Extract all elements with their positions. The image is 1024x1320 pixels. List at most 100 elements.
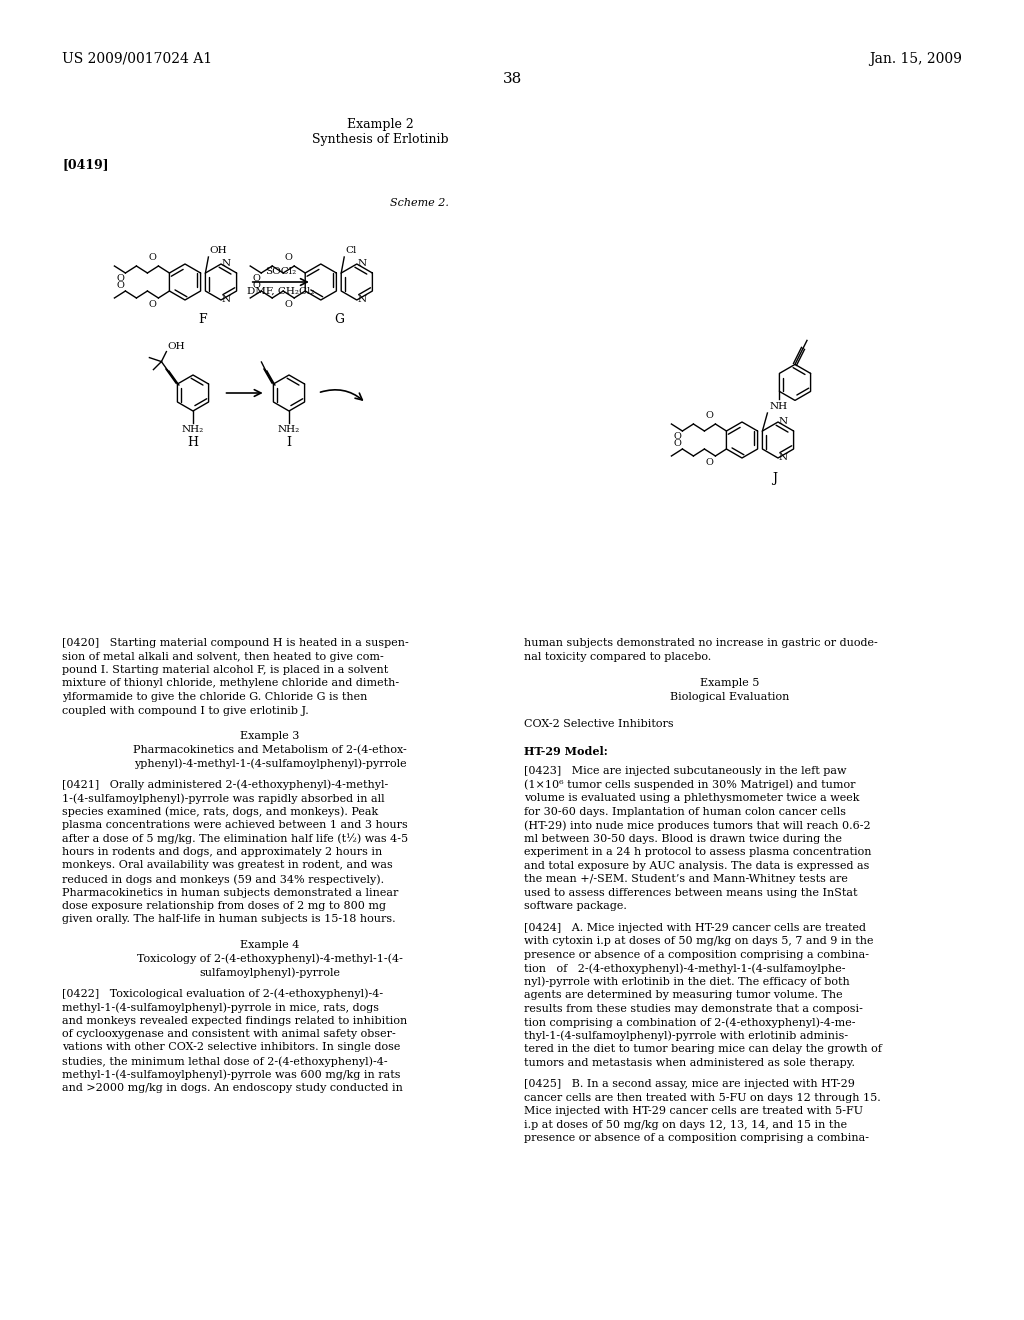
Text: O: O: [252, 281, 260, 290]
Text: nyl)-pyrrole with erlotinib in the diet. The efficacy of both: nyl)-pyrrole with erlotinib in the diet.…: [524, 977, 850, 987]
Text: Pharmacokinetics in human subjects demonstrated a linear: Pharmacokinetics in human subjects demon…: [62, 887, 398, 898]
Text: [0419]: [0419]: [62, 158, 109, 172]
Text: pound I. Starting material alcohol F, is placed in a solvent: pound I. Starting material alcohol F, is…: [62, 665, 388, 675]
Text: for 30-60 days. Implantation of human colon cancer cells: for 30-60 days. Implantation of human co…: [524, 807, 846, 817]
Text: thyl-1-(4-sulfamoylphenyl)-pyrrole with erlotinib adminis-: thyl-1-(4-sulfamoylphenyl)-pyrrole with …: [524, 1031, 848, 1041]
Text: O: O: [674, 432, 681, 441]
Text: [0423]   Mice are injected subcutaneously in the left paw: [0423] Mice are injected subcutaneously …: [524, 766, 847, 776]
Text: O: O: [285, 253, 292, 261]
Text: [0422]   Toxicological evaluation of 2-(4-ethoxyphenyl)-4-: [0422] Toxicological evaluation of 2-(4-…: [62, 989, 383, 999]
Text: monkeys. Oral availability was greatest in rodent, and was: monkeys. Oral availability was greatest …: [62, 861, 393, 870]
Text: HT-29 Model:: HT-29 Model:: [524, 746, 608, 756]
Text: presence or absence of a composition comprising a combina-: presence or absence of a composition com…: [524, 950, 869, 960]
Text: with cytoxin i.p at doses of 50 mg/kg on days 5, 7 and 9 in the: with cytoxin i.p at doses of 50 mg/kg on…: [524, 936, 873, 946]
Text: given orally. The half-life in human subjects is 15-18 hours.: given orally. The half-life in human sub…: [62, 915, 395, 924]
Text: O: O: [706, 458, 714, 467]
Text: N: N: [222, 260, 231, 268]
Text: DMF, CH₂Cl₂: DMF, CH₂Cl₂: [247, 286, 314, 296]
Text: methyl-1-(4-sulfamoylphenyl)-pyrrole in mice, rats, dogs: methyl-1-(4-sulfamoylphenyl)-pyrrole in …: [62, 1002, 379, 1012]
Text: NH₂: NH₂: [278, 425, 300, 434]
Text: O: O: [252, 275, 260, 282]
Text: Mice injected with HT-29 cancer cells are treated with 5-FU: Mice injected with HT-29 cancer cells ar…: [524, 1106, 863, 1117]
Text: tered in the diet to tumor bearing mice can delay the growth of: tered in the diet to tumor bearing mice …: [524, 1044, 882, 1055]
Text: plasma concentrations were achieved between 1 and 3 hours: plasma concentrations were achieved betw…: [62, 820, 408, 830]
Text: sion of metal alkali and solvent, then heated to give com-: sion of metal alkali and solvent, then h…: [62, 652, 384, 661]
Text: hours in rodents and dogs, and approximately 2 hours in: hours in rodents and dogs, and approxima…: [62, 847, 382, 857]
Text: studies, the minimum lethal dose of 2-(4-ethoxyphenyl)-4-: studies, the minimum lethal dose of 2-(4…: [62, 1056, 388, 1067]
Text: Pharmacokinetics and Metabolism of 2-(4-ethox-: Pharmacokinetics and Metabolism of 2-(4-…: [133, 744, 407, 755]
Text: of cyclooxygenase and consistent with animal safety obser-: of cyclooxygenase and consistent with an…: [62, 1030, 395, 1039]
Text: OH: OH: [167, 342, 185, 351]
Text: [0421]   Orally administered 2-(4-ethoxyphenyl)-4-methyl-: [0421] Orally administered 2-(4-ethoxyph…: [62, 780, 388, 791]
Text: and monkeys revealed expected findings related to inhibition: and monkeys revealed expected findings r…: [62, 1015, 408, 1026]
Text: dose exposure relationship from doses of 2 mg to 800 mg: dose exposure relationship from doses of…: [62, 902, 386, 911]
Text: software package.: software package.: [524, 902, 627, 911]
Text: yphenyl)-4-methyl-1-(4-sulfamoylphenyl)-pyrrole: yphenyl)-4-methyl-1-(4-sulfamoylphenyl)-…: [134, 758, 407, 768]
Text: sulfamoylphenyl)-pyrrole: sulfamoylphenyl)-pyrrole: [200, 968, 341, 978]
Text: NH: NH: [769, 403, 787, 411]
Text: Cl: Cl: [345, 246, 356, 255]
Text: (HT-29) into nude mice produces tumors that will reach 0.6-2: (HT-29) into nude mice produces tumors t…: [524, 820, 870, 830]
Text: mixture of thionyl chloride, methylene chloride and dimeth-: mixture of thionyl chloride, methylene c…: [62, 678, 399, 689]
Text: G: G: [334, 313, 344, 326]
Text: COX-2 Selective Inhibitors: COX-2 Selective Inhibitors: [524, 719, 674, 729]
Text: [0424]   A. Mice injected with HT-29 cancer cells are treated: [0424] A. Mice injected with HT-29 cance…: [524, 923, 866, 933]
Text: NH₂: NH₂: [182, 425, 204, 434]
Text: F: F: [199, 313, 207, 326]
Text: O: O: [674, 440, 681, 447]
Text: agents are determined by measuring tumor volume. The: agents are determined by measuring tumor…: [524, 990, 843, 1001]
Text: nal toxicity compared to placebo.: nal toxicity compared to placebo.: [524, 652, 712, 661]
Text: US 2009/0017024 A1: US 2009/0017024 A1: [62, 51, 212, 66]
Text: Synthesis of Erlotinib: Synthesis of Erlotinib: [311, 133, 449, 147]
Text: [0425]   B. In a second assay, mice are injected with HT-29: [0425] B. In a second assay, mice are in…: [524, 1080, 855, 1089]
Text: experiment in a 24 h protocol to assess plasma concentration: experiment in a 24 h protocol to assess …: [524, 847, 871, 857]
Text: after a dose of 5 mg/kg. The elimination half life (t½) was 4-5: after a dose of 5 mg/kg. The elimination…: [62, 833, 409, 845]
Text: used to assess differences between means using the InStat: used to assess differences between means…: [524, 888, 857, 898]
Text: O: O: [148, 300, 157, 309]
Text: N: N: [357, 260, 367, 268]
Text: i.p at doses of 50 mg/kg on days 12, 13, 14, and 15 in the: i.p at doses of 50 mg/kg on days 12, 13,…: [524, 1119, 847, 1130]
Text: O: O: [117, 281, 124, 290]
Text: Example 5: Example 5: [700, 678, 760, 689]
Text: tumors and metastasis when administered as sole therapy.: tumors and metastasis when administered …: [524, 1057, 855, 1068]
Text: N: N: [779, 417, 788, 426]
Text: vations with other COX-2 selective inhibitors. In single dose: vations with other COX-2 selective inhib…: [62, 1043, 400, 1052]
Text: tion comprising a combination of 2-(4-ethoxyphenyl)-4-me-: tion comprising a combination of 2-(4-et…: [524, 1018, 855, 1028]
Text: J: J: [772, 473, 777, 486]
Text: coupled with compound I to give erlotinib J.: coupled with compound I to give erlotini…: [62, 705, 309, 715]
Text: and total exposure by AUC analysis. The data is expressed as: and total exposure by AUC analysis. The …: [524, 861, 869, 871]
Text: Example 4: Example 4: [241, 940, 300, 950]
Text: the mean +/-SEM. Student’s and Mann-Whitney tests are: the mean +/-SEM. Student’s and Mann-Whit…: [524, 874, 848, 884]
Text: species examined (mice, rats, dogs, and monkeys). Peak: species examined (mice, rats, dogs, and …: [62, 807, 378, 817]
Text: O: O: [117, 275, 124, 282]
Text: cancer cells are then treated with 5-FU on days 12 through 15.: cancer cells are then treated with 5-FU …: [524, 1093, 881, 1102]
Text: [0420]   Starting material compound H is heated in a suspen-: [0420] Starting material compound H is h…: [62, 638, 409, 648]
Text: H: H: [187, 436, 199, 449]
Text: and >2000 mg/kg in dogs. An endoscopy study conducted in: and >2000 mg/kg in dogs. An endoscopy st…: [62, 1082, 402, 1093]
Text: I: I: [287, 436, 292, 449]
Text: Example 2: Example 2: [347, 117, 414, 131]
Text: Scheme 2.: Scheme 2.: [390, 198, 449, 209]
Text: results from these studies may demonstrate that a composi-: results from these studies may demonstra…: [524, 1003, 863, 1014]
Text: OH: OH: [210, 246, 227, 255]
Text: N: N: [779, 454, 788, 462]
Text: Jan. 15, 2009: Jan. 15, 2009: [869, 51, 962, 66]
Text: human subjects demonstrated no increase in gastric or duode-: human subjects demonstrated no increase …: [524, 638, 878, 648]
Text: Biological Evaluation: Biological Evaluation: [671, 692, 790, 702]
Text: O: O: [706, 411, 714, 420]
Text: N: N: [357, 296, 367, 305]
Text: presence or absence of a composition comprising a combina-: presence or absence of a composition com…: [524, 1134, 869, 1143]
Text: reduced in dogs and monkeys (59 and 34% respectively).: reduced in dogs and monkeys (59 and 34% …: [62, 874, 384, 884]
Text: (1×10⁶ tumor cells suspended in 30% Matrigel) and tumor: (1×10⁶ tumor cells suspended in 30% Matr…: [524, 780, 855, 791]
Text: ml between 30-50 days. Blood is drawn twice during the: ml between 30-50 days. Blood is drawn tw…: [524, 834, 842, 843]
Text: Example 3: Example 3: [241, 731, 300, 741]
Text: ylformamide to give the chloride G. Chloride G is then: ylformamide to give the chloride G. Chlo…: [62, 692, 368, 702]
Text: O: O: [148, 253, 157, 261]
Text: tion   of   2-(4-ethoxyphenyl)-4-methyl-1-(4-sulfamoylphe-: tion of 2-(4-ethoxyphenyl)-4-methyl-1-(4…: [524, 964, 846, 974]
Text: N: N: [222, 296, 231, 305]
Text: SOCl₂: SOCl₂: [265, 267, 296, 276]
Text: Toxicology of 2-(4-ethoxyphenyl)-4-methyl-1-(4-: Toxicology of 2-(4-ethoxyphenyl)-4-methy…: [137, 953, 402, 964]
Text: methyl-1-(4-sulfamoylphenyl)-pyrrole was 600 mg/kg in rats: methyl-1-(4-sulfamoylphenyl)-pyrrole was…: [62, 1069, 400, 1080]
Text: 1-(4-sulfamoylphenyl)-pyrrole was rapidly absorbed in all: 1-(4-sulfamoylphenyl)-pyrrole was rapidl…: [62, 793, 385, 804]
Text: volume is evaluated using a phlethysmometer twice a week: volume is evaluated using a phlethysmome…: [524, 793, 859, 804]
